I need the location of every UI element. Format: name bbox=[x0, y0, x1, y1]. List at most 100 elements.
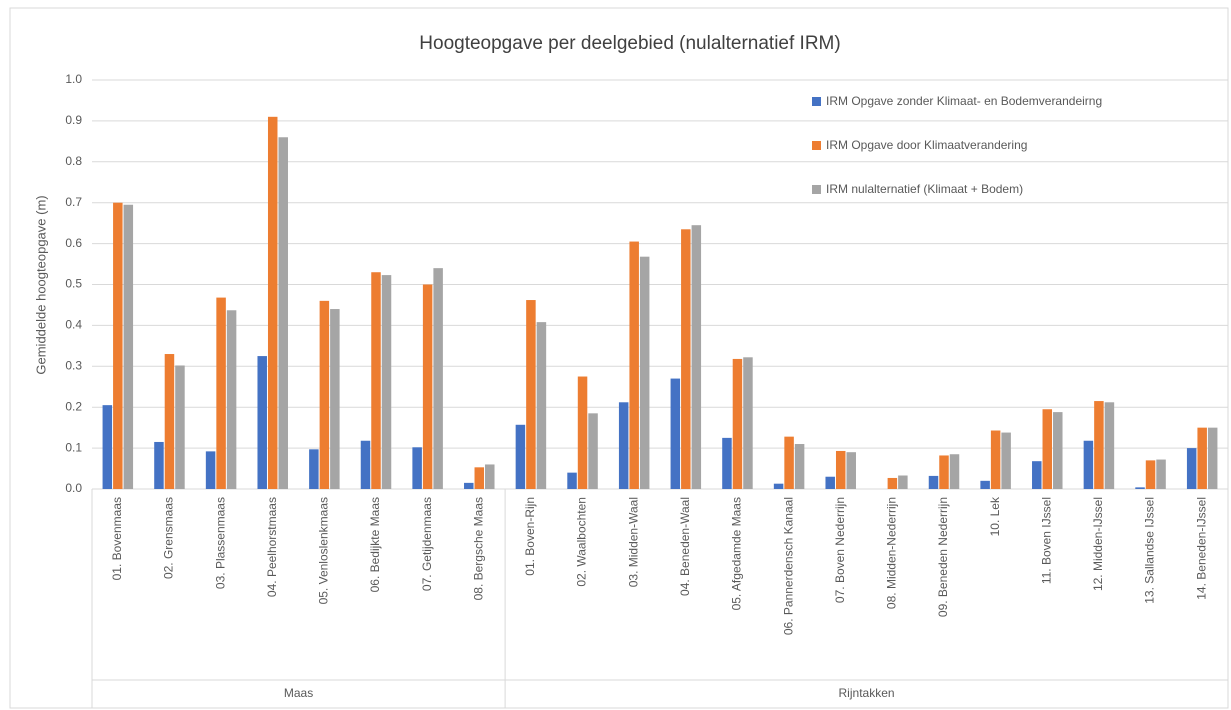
x-tick-label: 04. Peelhorstmaas bbox=[265, 497, 279, 597]
bar bbox=[1207, 427, 1218, 489]
bar bbox=[257, 356, 267, 489]
x-tick-label: 08. Midden-Nederrijn bbox=[885, 497, 899, 609]
bar bbox=[175, 365, 185, 489]
bar bbox=[216, 297, 226, 489]
bar bbox=[691, 225, 702, 489]
bar bbox=[928, 475, 939, 489]
bar bbox=[743, 357, 753, 489]
bar bbox=[722, 437, 732, 489]
y-tick-label: 1.0 bbox=[65, 72, 82, 86]
x-tick-label: 04. Beneden-Waal bbox=[678, 497, 692, 596]
bar bbox=[102, 405, 113, 489]
bar bbox=[639, 256, 650, 489]
bar bbox=[515, 424, 526, 489]
bar bbox=[433, 268, 443, 489]
bar bbox=[629, 241, 639, 489]
x-tick-label: 09. Beneden Nederrijn bbox=[936, 497, 950, 617]
bar bbox=[835, 450, 846, 489]
bar bbox=[1197, 427, 1207, 489]
x-tick-label: 01. Bovenmaas bbox=[110, 497, 124, 580]
y-axis-title: Gemiddelde hoogteopgave (m) bbox=[33, 195, 48, 374]
bar bbox=[226, 310, 237, 489]
x-tick-label: 02. Waalbochten bbox=[575, 497, 589, 587]
bar bbox=[267, 116, 278, 489]
x-tick-label: 05. Venloslenkmaas bbox=[317, 497, 331, 604]
bar bbox=[784, 436, 794, 489]
bar bbox=[1032, 461, 1042, 489]
bar bbox=[1104, 402, 1115, 489]
y-tick-label: 0.0 bbox=[65, 481, 82, 495]
group-label: Rijntakken bbox=[839, 686, 895, 700]
y-tick-label: 0.6 bbox=[65, 236, 82, 250]
bar bbox=[371, 272, 381, 489]
bar bbox=[567, 472, 577, 489]
x-tick-label: 10. Lek bbox=[988, 496, 1002, 536]
legend-swatch bbox=[812, 97, 821, 106]
bar bbox=[1186, 448, 1197, 489]
bar bbox=[1145, 460, 1156, 489]
y-tick-label: 0.3 bbox=[65, 358, 82, 372]
y-tick-label: 0.8 bbox=[65, 154, 82, 168]
bar bbox=[794, 444, 805, 489]
bar bbox=[154, 441, 164, 489]
x-tick-label: 11. Boven IJssel bbox=[1039, 497, 1053, 584]
bar bbox=[1094, 401, 1104, 489]
x-tick-label: 02. Grensmaas bbox=[162, 497, 176, 579]
legend-swatch bbox=[812, 185, 821, 194]
x-tick-label: 03. Midden-Waal bbox=[626, 497, 640, 587]
x-tick-label: 07. Getijdenmaas bbox=[420, 497, 434, 591]
bar bbox=[412, 447, 422, 489]
bar bbox=[526, 300, 536, 489]
x-tick-label: 08. Bergsche Maas bbox=[471, 497, 485, 600]
bar bbox=[205, 451, 216, 489]
bar bbox=[123, 204, 134, 489]
bar bbox=[381, 275, 392, 489]
bar bbox=[309, 449, 319, 489]
bar bbox=[980, 480, 990, 489]
bar bbox=[846, 452, 856, 489]
bar bbox=[588, 413, 598, 489]
legend-swatch bbox=[812, 141, 821, 150]
bar bbox=[949, 454, 960, 489]
y-tick-label: 0.1 bbox=[65, 440, 82, 454]
y-tick-label: 0.2 bbox=[65, 399, 82, 413]
bar bbox=[990, 430, 1001, 489]
bar bbox=[113, 202, 123, 489]
x-tick-label: 14. Beneden-IJssel bbox=[1194, 497, 1208, 600]
bar bbox=[485, 464, 495, 489]
bar bbox=[618, 402, 629, 489]
bar bbox=[278, 137, 288, 489]
x-tick-label: 06. Bedijkte Maas bbox=[368, 497, 382, 592]
bar bbox=[330, 309, 340, 489]
bar bbox=[1083, 440, 1094, 489]
y-tick-label: 0.4 bbox=[65, 318, 82, 332]
bar bbox=[825, 476, 835, 489]
bar bbox=[773, 483, 784, 489]
bar bbox=[536, 322, 547, 489]
bar bbox=[1156, 459, 1166, 489]
legend-label: IRM Opgave zonder Klimaat- en Bodemveran… bbox=[826, 94, 1102, 108]
bar bbox=[1053, 412, 1063, 489]
group-label: Maas bbox=[284, 686, 313, 700]
x-tick-label: 13. Sallandse IJssel bbox=[1143, 497, 1157, 604]
y-tick-label: 0.5 bbox=[65, 277, 82, 291]
bar bbox=[422, 284, 433, 489]
chart-title: Hoogteopgave per deelgebied (nulalternat… bbox=[419, 33, 840, 54]
bar bbox=[164, 354, 175, 489]
bar bbox=[939, 455, 949, 489]
bar bbox=[360, 440, 371, 489]
x-tick-label: 07. Boven Nederrijn bbox=[833, 497, 847, 603]
bar bbox=[732, 358, 743, 489]
x-tick-label: 03. Plassenmaas bbox=[213, 497, 227, 589]
legend-label: IRM nulalternatief (Klimaat + Bodem) bbox=[826, 182, 1023, 196]
legend-label: IRM Opgave door Klimaatverandering bbox=[826, 138, 1027, 152]
bar bbox=[887, 477, 898, 489]
x-tick-label: 12. Midden-IJssel bbox=[1091, 497, 1105, 591]
bar bbox=[319, 300, 330, 489]
y-tick-label: 0.7 bbox=[65, 195, 82, 209]
bar bbox=[474, 467, 485, 489]
bar bbox=[898, 475, 908, 489]
bar bbox=[1001, 432, 1011, 489]
y-tick-label: 0.9 bbox=[65, 113, 82, 127]
